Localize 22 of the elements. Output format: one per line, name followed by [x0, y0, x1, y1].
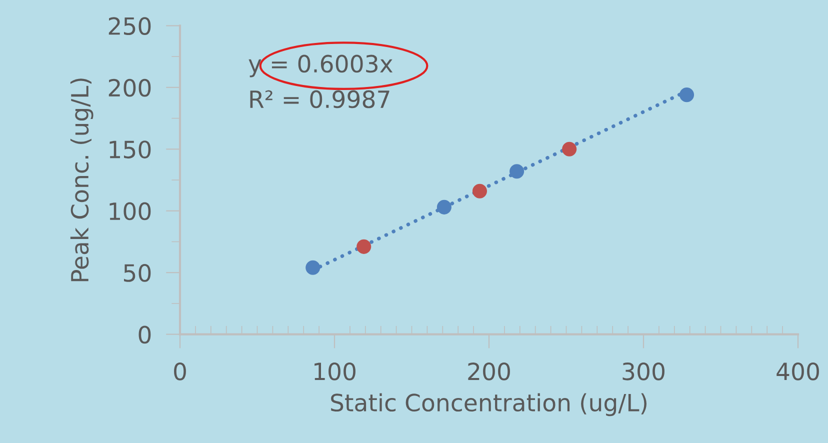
x-tick-label: 0 — [174, 362, 186, 380]
point — [562, 142, 577, 156]
y-tick-label: 100 — [110, 202, 151, 220]
y-tick-label: 50 — [124, 264, 151, 282]
y-tick-label: 150 — [110, 140, 151, 158]
y-tick-label: 0 — [138, 326, 151, 344]
annotation: y = 0.6003x — [248, 54, 393, 78]
x-tick-label: 100 — [314, 362, 356, 380]
annotation: R² = 0.9987 — [250, 90, 390, 108]
point — [679, 88, 694, 102]
x-axis-title: Static Concentration (ug/L) — [331, 393, 646, 416]
y-tick-label: 200 — [108, 78, 151, 97]
point — [436, 200, 452, 214]
point — [306, 260, 320, 275]
point — [472, 184, 488, 198]
x-tick-label: 400 — [776, 362, 819, 380]
point — [510, 164, 524, 179]
y-tick-label: 250 — [108, 17, 151, 36]
point — [356, 239, 372, 254]
y-axis-title: Peak Conc. (ug/L) — [70, 78, 94, 282]
x-tick-label: 200 — [468, 362, 510, 380]
x-tick-label: 300 — [622, 362, 664, 380]
